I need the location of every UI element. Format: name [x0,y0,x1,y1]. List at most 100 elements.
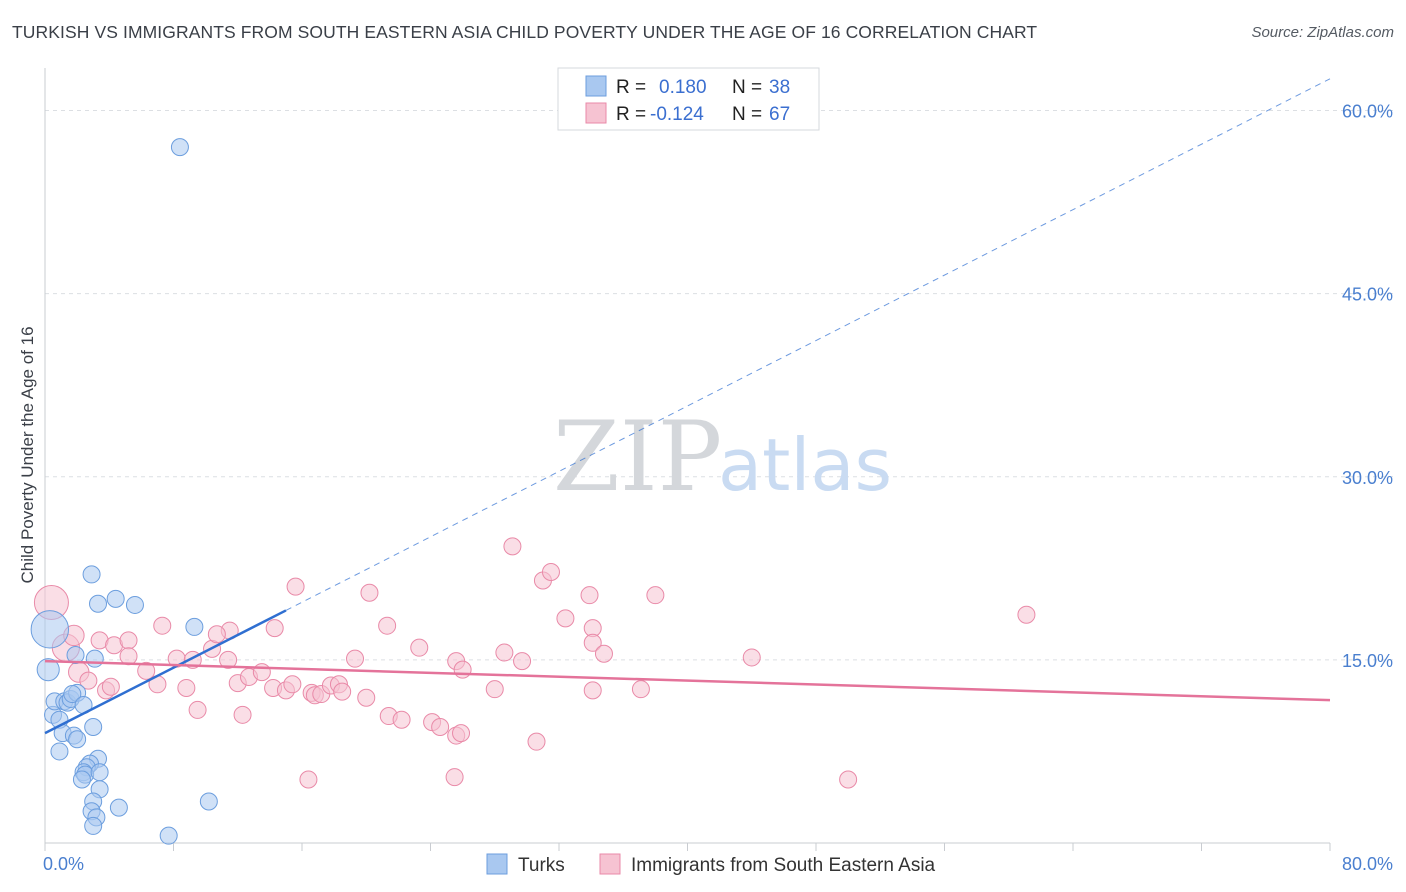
legend-top: R = 0.180 N = 38 R = -0.124 N = 67 [557,67,820,131]
pink-point-59 [485,680,504,699]
pink-series-points [33,537,1036,789]
pink-point-10 [286,577,305,596]
pink-point-21 [541,562,560,581]
blue-point-28 [90,763,109,782]
blue-point-16 [89,594,108,613]
legend-n-label-2: N = [732,104,762,125]
bottom-legend-swatch-blue [486,853,508,875]
blue-trend-line-solid [44,609,287,735]
pink-point-58 [452,724,471,743]
blue-point-11 [68,730,87,749]
blue-point-21 [63,685,82,704]
pink-point-6 [119,631,138,650]
blue-point-14 [82,565,101,584]
pink-point-17 [495,643,514,662]
pink-point-66 [233,705,252,724]
bottom-legend-swatch-pink [599,853,621,875]
legend-n-value-1: 38 [769,77,790,98]
watermark: ZIP atlas [553,401,892,513]
blue-series-points [30,138,218,845]
blue-point-35 [199,792,218,811]
x-tick-label-0: 0.0% [43,854,84,874]
pink-point-11 [360,583,379,602]
y-tick-labels: 15.0% 30.0% 45.0% 60.0% [1342,102,1393,671]
pink-point-56 [431,718,450,737]
pink-point-14 [346,649,365,668]
pink-point-64 [101,677,120,696]
blue-trend-line-dashed [285,78,1331,611]
pink-point-38 [207,625,226,644]
pink-point-23 [580,586,599,605]
y-tick-label-3: 60.0% [1342,102,1393,122]
pink-point-29 [646,586,665,605]
pink-point-32 [1017,605,1036,624]
blue-point-38 [170,138,189,157]
pink-point-65 [188,700,207,719]
pink-point-7 [153,616,172,635]
blue-point-1 [36,658,60,682]
blue-point-13 [66,645,85,664]
trend-lines [44,78,1331,735]
pink-point-60 [527,732,546,751]
pink-point-9 [265,619,284,638]
blue-point-36 [84,816,103,835]
legend-r-value-1: 0.180 [659,77,707,98]
legend-n-value-2: 67 [769,104,790,125]
blue-point-17 [85,649,104,668]
pink-point-19 [513,652,532,671]
pink-point-28 [594,644,613,663]
pink-point-25 [583,633,602,652]
source-credit: Source: ZipAtlas.com [1251,24,1394,41]
pink-point-22 [556,609,575,628]
legend-r-label-2: R = [616,104,646,125]
pink-point-26 [583,681,602,700]
pink-point-62 [445,768,464,787]
pink-point-52 [357,688,376,707]
watermark-atlas: atlas [718,423,892,507]
pink-point-30 [742,648,761,667]
bottom-legend-label-immigrants: Immigrants from South Eastern Asia [631,855,936,876]
legend-swatch-pink [585,102,607,124]
legend-swatch-blue [585,75,607,97]
x-tick-labels: 0.0% 80.0% [43,854,1393,874]
x-tick-label-1: 80.0% [1342,854,1393,874]
y-axis-label: Child Poverty Under the Age of 16 [18,326,37,583]
watermark-zip: ZIP [553,401,722,513]
pink-point-31 [839,770,858,789]
y-tick-label-0: 15.0% [1342,651,1393,671]
pink-point-68 [177,678,196,697]
blue-point-18 [125,595,144,614]
pink-point-51 [333,682,352,701]
blue-point-12 [50,742,69,761]
y-tick-label-2: 45.0% [1342,285,1393,305]
pink-point-42 [252,663,271,682]
legend-r-label-1: R = [616,77,646,98]
pink-point-34 [137,661,156,680]
blue-point-29 [72,770,91,789]
pink-point-16 [453,660,472,679]
pink-point-39 [219,650,238,669]
y-tick-label-1: 30.0% [1342,468,1393,488]
pink-point-54 [392,710,411,729]
blue-point-34 [109,798,128,817]
blue-point-19 [185,617,204,636]
legend-r-value-2: -0.124 [650,104,704,125]
pink-point-18 [503,537,522,556]
blue-point-0 [30,610,70,649]
blue-point-37 [159,826,178,845]
bottom-legend-label-turks: Turks [518,855,565,876]
grid-lines [45,110,1393,661]
pink-point-27 [631,680,650,699]
pink-point-13 [410,638,429,657]
pink-trend-line [44,659,1331,702]
pink-point-67 [79,671,98,690]
chart-title: TURKISH VS IMMIGRANTS FROM SOUTH EASTERN… [12,22,1038,42]
pink-point-61 [299,770,318,789]
legend-n-label-1: N = [732,77,762,98]
pink-point-45 [283,675,302,694]
pink-point-12 [378,616,397,635]
pink-point-33 [119,647,138,666]
blue-point-15 [106,589,125,608]
legend-bottom: Turks Immigrants from South Eastern Asia [486,853,936,876]
